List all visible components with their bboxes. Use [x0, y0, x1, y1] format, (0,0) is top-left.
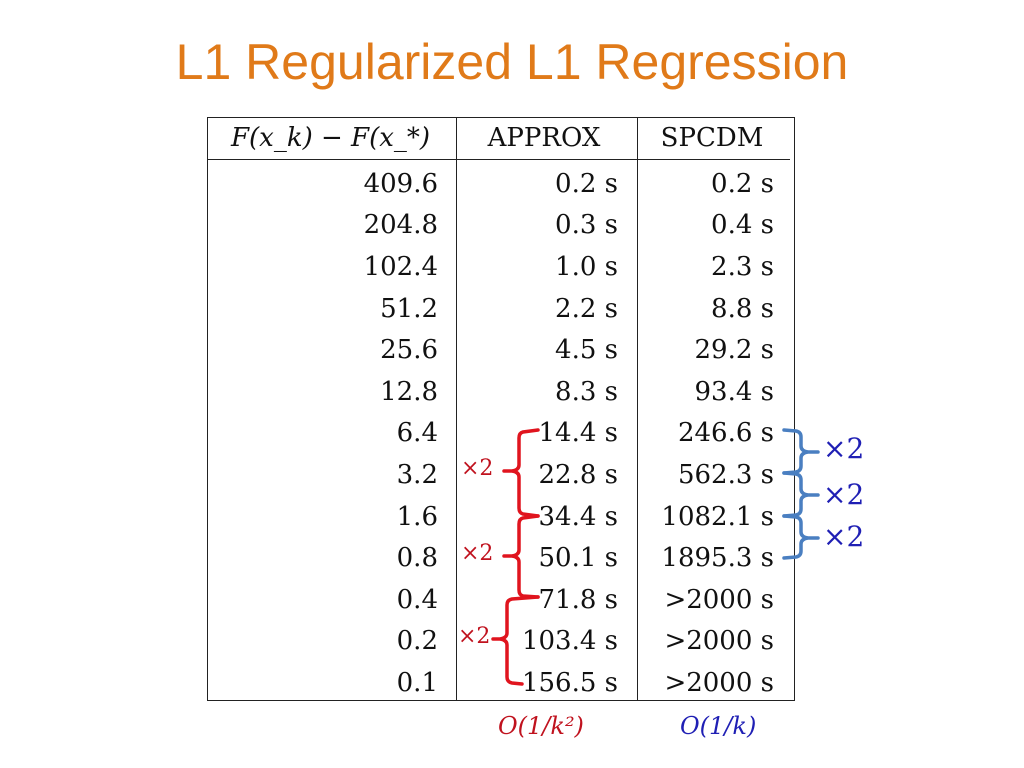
table-row: 6.4 14.4 s 246.6 s [207, 413, 790, 455]
gap-cell: 0.1 [396, 667, 438, 698]
approx-time-cell: 1.0 s [555, 251, 618, 282]
spcdm-factor-label: ×2 [823, 520, 865, 553]
approx-time-cell: 50.1 s [538, 543, 619, 574]
approx-time-cell: 156.5 s [521, 667, 618, 698]
spcdm-time-cell: 8.8 s [711, 293, 774, 324]
spcdm-time-cell: 562.3 s [677, 459, 774, 490]
spcdm-time-cell: >2000 s [664, 626, 774, 657]
gap-cell: 0.2 [396, 626, 438, 657]
approx-time-cell: 8.3 s [555, 376, 618, 407]
approx-factor-label: ×2 [461, 456, 494, 481]
approx-time-cell: 34.4 s [538, 501, 619, 532]
approx-time-cell: 22.8 s [538, 459, 619, 490]
column-divider [637, 117, 638, 701]
gap-cell: 51.2 [380, 293, 438, 324]
spcdm-time-cell: >2000 s [664, 667, 774, 698]
table-row: 1.6 34.4 s 1082.1 s [207, 496, 790, 538]
table-row: 51.2 2.2 s 8.8 s [207, 288, 790, 330]
spcdm-time-cell: 2.3 s [711, 251, 774, 282]
gap-cell: 3.2 [396, 459, 438, 490]
spcdm-time-cell: 0.4 s [711, 210, 774, 241]
table-row: 0.1 156.5 s >2000 s [207, 662, 790, 708]
spcdm-time-cell: 1895.3 s [661, 543, 774, 574]
gap-cell: 409.6 [363, 168, 438, 199]
spcdm-time-cell: 0.2 s [711, 168, 774, 199]
header-approx: APPROX [454, 117, 634, 160]
approx-factor-label: ×2 [461, 541, 494, 566]
table-row: 0.4 71.8 s >2000 s [207, 579, 790, 621]
approx-rate-label: O(1/k²) [498, 712, 584, 740]
spcdm-time-cell: 246.6 s [677, 418, 774, 449]
approx-time-cell: 0.3 s [555, 210, 618, 241]
results-table: F(x_k) − F(x_*) APPROX SPCDM 409.6 0.2 s 0… [207, 117, 790, 708]
approx-time-cell: 71.8 s [538, 584, 619, 615]
gap-cell: 6.4 [396, 418, 438, 449]
slide-title: L1 Regularized L1 Regression [175, 34, 849, 90]
spcdm-rate-label: O(1/k) [680, 712, 757, 740]
table-row: 12.8 8.3 s 93.4 s [207, 371, 790, 413]
spcdm-time-cell: 1082.1 s [661, 501, 774, 532]
gap-cell: 12.8 [380, 376, 438, 407]
table-row: 0.8 50.1 s 1895.3 s [207, 537, 790, 579]
spcdm-time-cell: 29.2 s [694, 335, 775, 366]
spcdm-time-cell: >2000 s [664, 584, 774, 615]
spcdm-factor-label: ×2 [823, 432, 865, 465]
table-body: 409.6 0.2 s 0.2 s 204.8 0.3 s 0.4 s 102.4 1.0 s… [207, 160, 790, 708]
table-row: 409.6 0.2 s 0.2 s [207, 160, 790, 205]
table-row: 0.2 103.4 s >2000 s [207, 621, 790, 663]
gap-cell: 25.6 [380, 335, 438, 366]
table-row: 3.2 22.8 s 562.3 s [207, 454, 790, 496]
table-header-row: F(x_k) − F(x_*) APPROX SPCDM [207, 117, 790, 160]
spcdm-time-cell: 93.4 s [694, 376, 775, 407]
approx-time-cell: 0.2 s [555, 168, 618, 199]
approx-time-cell: 14.4 s [538, 418, 619, 449]
table-row: 204.8 0.3 s 0.4 s [207, 205, 790, 247]
gap-cell: 102.4 [363, 251, 438, 282]
table-row: 102.4 1.0 s 2.3 s [207, 246, 790, 288]
column-divider [456, 117, 457, 701]
header-gap: F(x_k) − F(x_*) [207, 117, 454, 160]
gap-cell: 1.6 [396, 501, 438, 532]
approx-time-cell: 2.2 s [555, 293, 618, 324]
approx-time-cell: 4.5 s [555, 335, 618, 366]
gap-cell: 204.8 [363, 210, 438, 241]
gap-cell: 0.4 [396, 584, 438, 615]
table-row: 25.6 4.5 s 29.2 s [207, 329, 790, 371]
approx-factor-label: ×2 [458, 624, 491, 649]
gap-cell: 0.8 [396, 543, 438, 574]
header-spcdm: SPCDM [634, 117, 790, 160]
spcdm-factor-label: ×2 [823, 478, 865, 511]
